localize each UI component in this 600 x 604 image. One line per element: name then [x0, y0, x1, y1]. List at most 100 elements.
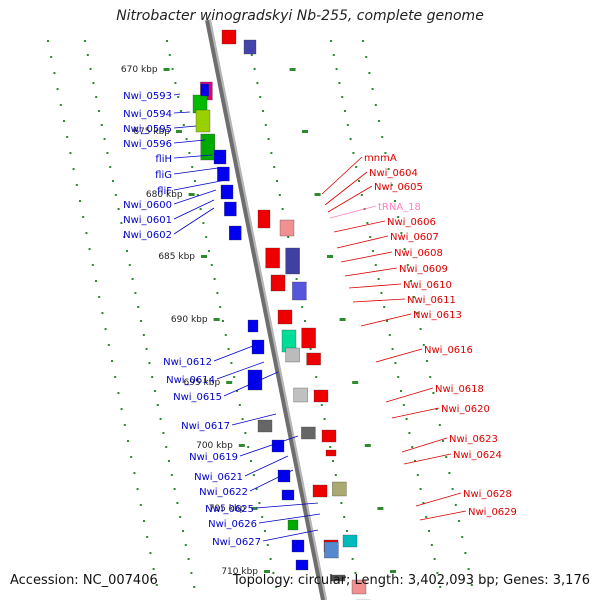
outer-lane-dot: [458, 520, 460, 522]
outer-lane-dot: [451, 488, 454, 490]
outer-lane-dot: [50, 56, 53, 58]
lane-dot: [134, 292, 137, 294]
gene-label-left: Nwi_0600: [123, 200, 172, 211]
gene-leader-line: [403, 453, 452, 465]
gene-label-right: Nwi_0605: [374, 182, 423, 193]
lane-dot: [194, 180, 196, 182]
gene-leader-line: [375, 348, 423, 363]
gene-block: [306, 352, 321, 366]
lane-dot: [259, 96, 262, 98]
gene-label-left: fliG: [155, 170, 172, 181]
lane-dot: [205, 236, 208, 238]
gene-block: [277, 309, 293, 325]
gene-label-right: Nwi_0624: [453, 450, 502, 461]
gene-block: [281, 489, 295, 501]
gene-label-left: Nwi_0625: [205, 504, 254, 515]
outer-lane-dot: [461, 536, 464, 538]
gene-leader-line: [262, 529, 319, 542]
gene-label-right: Nwi_0609: [399, 264, 448, 275]
scale-tick: [188, 193, 195, 196]
lane-dot: [210, 264, 213, 266]
outer-lane-dot: [155, 584, 158, 586]
outer-lane-dot: [95, 280, 97, 282]
lane-dot: [400, 390, 402, 392]
outer-lane-dot: [114, 376, 117, 378]
lane-dot: [287, 236, 290, 238]
gene-label-right: Nwi_0629: [468, 507, 517, 518]
lane-dot: [295, 278, 298, 280]
lane-dot: [95, 96, 98, 98]
lane-dot: [402, 404, 405, 406]
outer-lane-dot: [371, 88, 374, 90]
gene-block: [229, 225, 242, 241]
lane-dot: [394, 362, 397, 364]
lane-dot: [332, 54, 335, 56]
scale-label: 690 kbp: [171, 315, 208, 325]
lane-dot: [281, 208, 284, 210]
gene-leader-line: [173, 167, 219, 175]
gene-block: [324, 541, 339, 559]
lane-dot: [84, 40, 86, 42]
lane-dot: [258, 502, 261, 504]
outer-lane-dot: [82, 216, 85, 218]
lane-dot: [250, 460, 252, 462]
outer-lane-dot: [445, 456, 448, 458]
gene-block: [220, 184, 234, 200]
gene-label-left: Nwi_0614: [166, 375, 215, 386]
lane-dot: [360, 194, 363, 196]
gene-block: [295, 559, 309, 571]
outer-lane-dot: [413, 296, 416, 298]
lane-dot: [411, 446, 414, 448]
gene-leader-line: [244, 455, 289, 477]
lane-dot: [120, 222, 123, 224]
lane-dot: [208, 250, 210, 252]
lane-dot: [276, 180, 278, 182]
gene-label-right: Nwi_0611: [407, 295, 456, 306]
lane-dot: [315, 376, 318, 378]
scale-tick: [314, 193, 321, 196]
outer-lane-dot: [467, 568, 470, 570]
gene-block: [321, 429, 337, 443]
lane-dot: [428, 530, 430, 532]
lane-dot: [416, 474, 419, 476]
lane-dot: [233, 376, 236, 378]
outer-lane-dot: [117, 392, 120, 394]
gene-leader-line: [255, 502, 319, 509]
gene-label-left: Nwi_0627: [212, 537, 261, 548]
outer-lane-dot: [101, 312, 104, 314]
lane-dot: [244, 432, 247, 434]
lane-dot: [270, 152, 273, 154]
lane-dot: [264, 124, 267, 126]
outer-lane-dot: [384, 152, 387, 154]
lane-dot: [425, 516, 428, 518]
lane-dot: [430, 544, 433, 546]
scale-tick: [302, 130, 308, 133]
lane-dot: [191, 166, 194, 168]
lane-dot: [236, 390, 238, 392]
outer-lane-dot: [464, 552, 467, 554]
lane-dot: [255, 488, 258, 490]
gene-block: [270, 274, 286, 292]
outer-lane-dot: [127, 440, 129, 442]
lane-dot: [168, 460, 170, 462]
lane-dot: [405, 418, 408, 420]
lane-dot: [380, 292, 383, 294]
gene-block: [342, 534, 358, 548]
lane-dot: [346, 530, 348, 532]
gene-leader-line: [419, 510, 467, 521]
outer-lane-dot: [390, 184, 393, 186]
scale-tick: [251, 507, 258, 510]
lane-dot: [216, 292, 219, 294]
outer-lane-dot: [426, 360, 428, 362]
outer-lane-dot: [448, 472, 451, 474]
lane-dot: [159, 418, 162, 420]
lane-dot: [309, 348, 312, 350]
lane-dot: [193, 586, 196, 588]
outer-lane-dot: [365, 56, 368, 58]
outer-lane-dot: [149, 552, 152, 554]
outer-lane-dot: [91, 264, 94, 266]
lane-dot: [335, 68, 338, 70]
lane-dot: [269, 558, 272, 560]
lane-dot: [267, 138, 270, 140]
gene-leader-line: [216, 361, 265, 380]
